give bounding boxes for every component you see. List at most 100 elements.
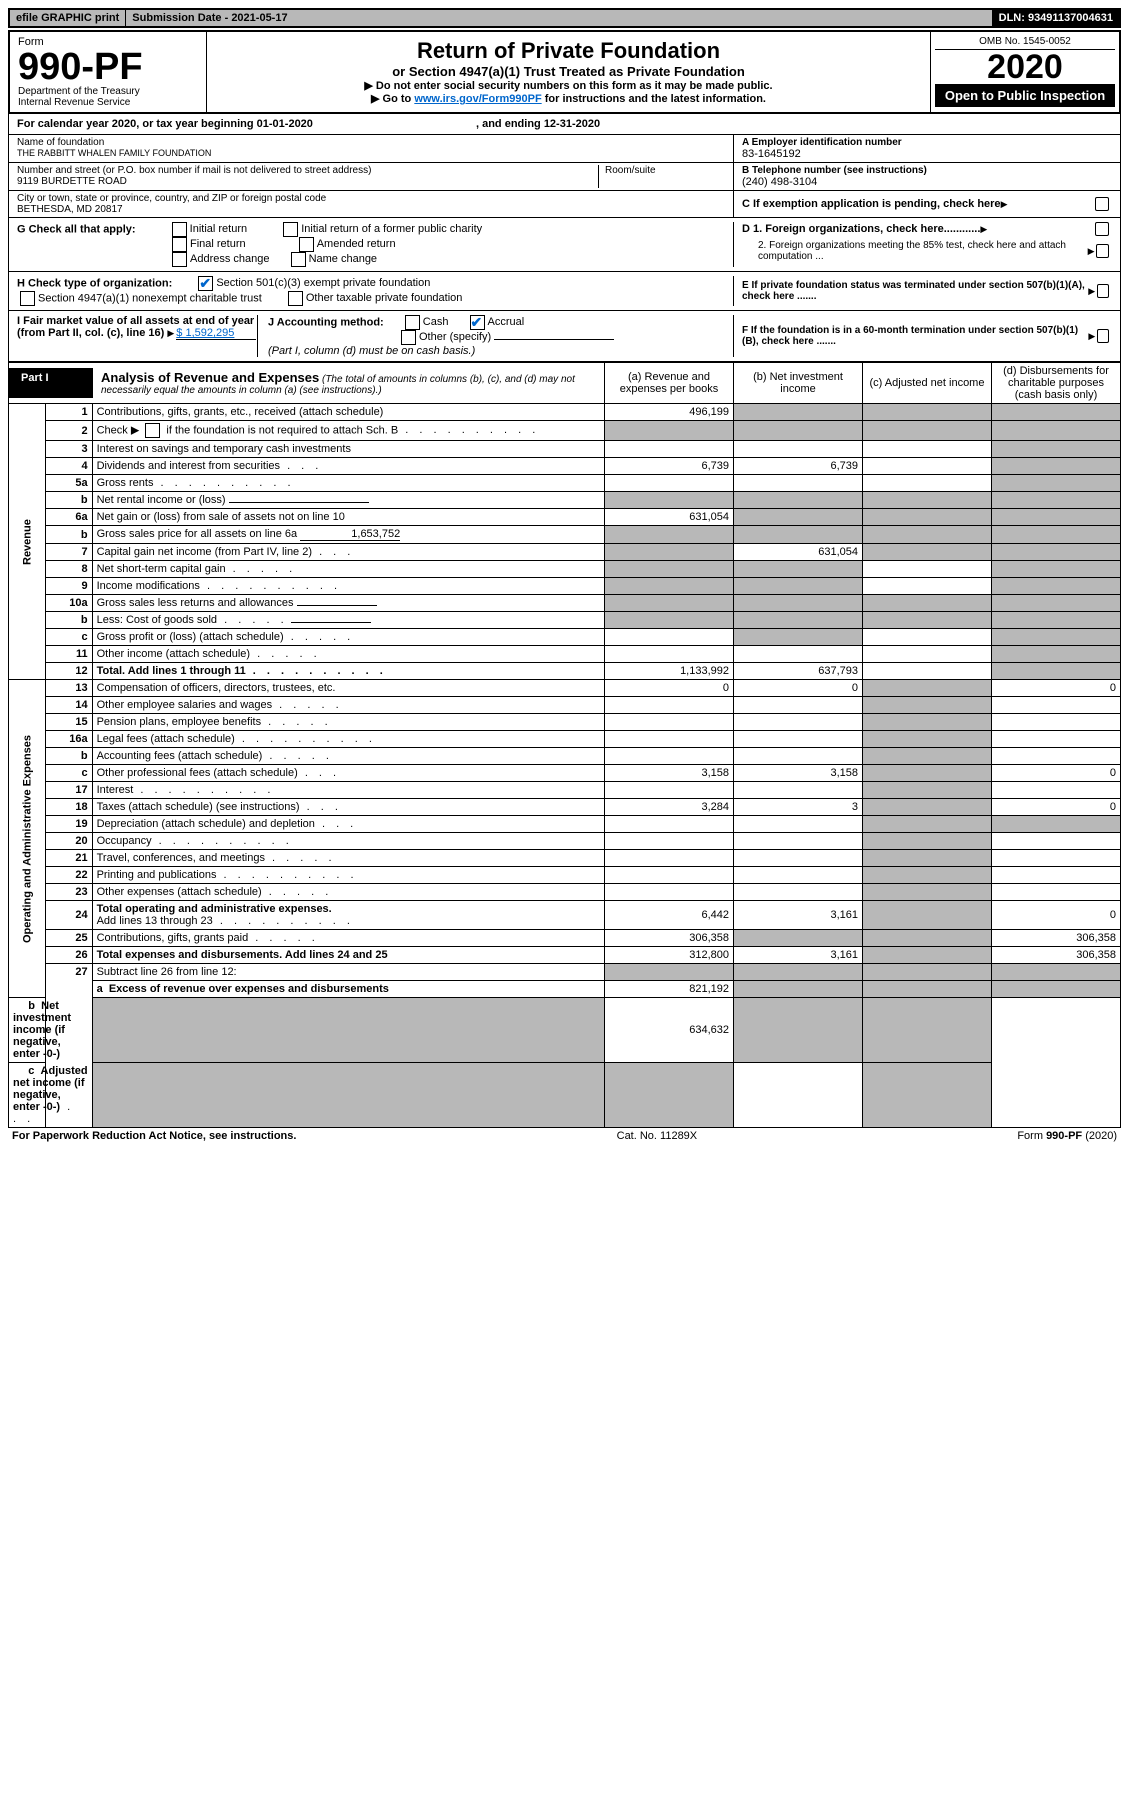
d1-checkbox[interactable] <box>1095 222 1109 236</box>
line-no: 8 <box>45 561 92 578</box>
cell-a <box>605 697 734 714</box>
col-c-header: (c) Adjusted net income <box>863 363 992 404</box>
table-row: 14Other employee salaries and wages <box>9 697 1121 714</box>
dots <box>398 424 539 436</box>
line-desc: Legal fees (attach schedule) <box>92 731 604 748</box>
line-no: b <box>45 612 92 629</box>
cell-b <box>734 441 863 458</box>
form-link[interactable]: www.irs.gov/Form990PF <box>414 93 541 105</box>
cell-a <box>605 833 734 850</box>
cell-d <box>992 884 1121 901</box>
table-row: b Net rental income or (loss) <box>9 492 1121 509</box>
instr2-post: for instructions and the latest informat… <box>542 93 766 105</box>
cell-d <box>992 981 1121 998</box>
line-desc: Printing and publications <box>92 867 604 884</box>
cell-c <box>734 998 863 1063</box>
line-desc: a Excess of revenue over expenses and di… <box>92 981 604 998</box>
cell-a: 6,739 <box>605 458 734 475</box>
name-ein-row: Name of foundation THE RABBITT WHALEN FA… <box>8 135 1121 163</box>
table-row: 4 Dividends and interest from securities… <box>9 458 1121 475</box>
chk-other-method[interactable] <box>401 330 416 345</box>
chk-other-tax[interactable] <box>288 291 303 306</box>
txt: Gross rents <box>97 477 154 489</box>
cell-a <box>605 475 734 492</box>
c-checkbox[interactable] <box>1095 197 1109 211</box>
chk-initial-former[interactable] <box>283 222 298 237</box>
cell-c <box>863 981 992 998</box>
chk-final[interactable] <box>172 237 187 252</box>
cell-b <box>734 492 863 509</box>
cell-b <box>734 930 863 947</box>
sub-no: c <box>28 1065 34 1077</box>
line-desc: Gross sales price for all assets on line… <box>92 526 604 544</box>
line-desc: Contributions, gifts, grants paid <box>92 930 604 947</box>
efile-label[interactable]: efile GRAPHIC print <box>10 10 126 26</box>
cell-a <box>605 964 734 981</box>
table-row: b Net investment income (if negative, en… <box>9 998 1121 1063</box>
cell-a <box>92 998 604 1063</box>
cell-c <box>863 544 992 561</box>
cell-b <box>734 850 863 867</box>
chk-name-change[interactable] <box>291 252 306 267</box>
line-desc: Net gain or (loss) from sale of assets n… <box>92 509 604 526</box>
line-no: 22 <box>45 867 92 884</box>
line-desc: Interest <box>92 782 604 799</box>
cell-c <box>863 404 992 421</box>
section-revenue: Revenue <box>9 404 46 680</box>
e-checkbox[interactable] <box>1097 284 1109 298</box>
line-no: c <box>45 765 92 782</box>
cell-d <box>992 646 1121 663</box>
f-checkbox[interactable] <box>1097 329 1109 343</box>
i-value[interactable]: $ 1,592,295 <box>176 327 256 340</box>
cell-b <box>734 981 863 998</box>
cell-a: 312,800 <box>605 947 734 964</box>
cell-c <box>863 441 992 458</box>
city-value: BETHESDA, MD 20817 <box>17 204 725 215</box>
txt: Excess of revenue over expenses and disb… <box>109 983 389 995</box>
table-row: 16aLegal fees (attach schedule) <box>9 731 1121 748</box>
cell-c <box>863 850 992 867</box>
cell-d <box>992 731 1121 748</box>
chk-4947[interactable] <box>20 291 35 306</box>
cell-c <box>863 867 992 884</box>
chk-schb[interactable] <box>145 423 160 438</box>
j-label: J Accounting method: <box>268 316 384 328</box>
line-desc: Gross sales less returns and allowances <box>92 595 604 612</box>
chk-cash[interactable] <box>405 315 420 330</box>
dln: DLN: 93491137004631 <box>993 10 1119 26</box>
cell-b <box>734 509 863 526</box>
chk-addr-change[interactable] <box>172 252 187 267</box>
table-row: 19Depreciation (attach schedule) and dep… <box>9 816 1121 833</box>
line-desc: Contributions, gifts, grants, etc., rece… <box>92 404 604 421</box>
dots <box>312 546 354 558</box>
chk-accrual[interactable] <box>470 315 485 330</box>
cell-a <box>605 731 734 748</box>
cell-d <box>992 421 1121 441</box>
cal-year-end: , and ending 12-31-2020 <box>476 118 600 130</box>
cell-b: 3,161 <box>734 947 863 964</box>
d2-checkbox[interactable] <box>1096 244 1109 258</box>
cell-a <box>605 612 734 629</box>
txt: Legal fees (attach schedule) <box>97 733 235 745</box>
line-desc: Check ▶ if the foundation is not require… <box>92 421 604 441</box>
cell-a <box>605 782 734 799</box>
cell-a <box>605 578 734 595</box>
chk-501c3[interactable] <box>198 276 213 291</box>
cell-a <box>605 884 734 901</box>
cell-c <box>863 421 992 441</box>
line-desc: Other expenses (attach schedule) <box>92 884 604 901</box>
chk-initial-return[interactable] <box>172 222 187 237</box>
table-row: 8 Net short-term capital gain <box>9 561 1121 578</box>
dots <box>152 835 293 847</box>
chk-amended[interactable] <box>299 237 314 252</box>
table-row: 25Contributions, gifts, grants paid306,3… <box>9 930 1121 947</box>
underline <box>229 502 369 503</box>
cell-b <box>734 748 863 765</box>
line-no: 10a <box>45 595 92 612</box>
cell-a <box>92 1063 604 1128</box>
table-row: 10a Gross sales less returns and allowan… <box>9 595 1121 612</box>
cell-a <box>605 421 734 441</box>
table-row: a Excess of revenue over expenses and di… <box>9 981 1121 998</box>
dots <box>315 818 357 830</box>
form-header: Form 990-PF Department of the Treasury I… <box>8 30 1121 114</box>
